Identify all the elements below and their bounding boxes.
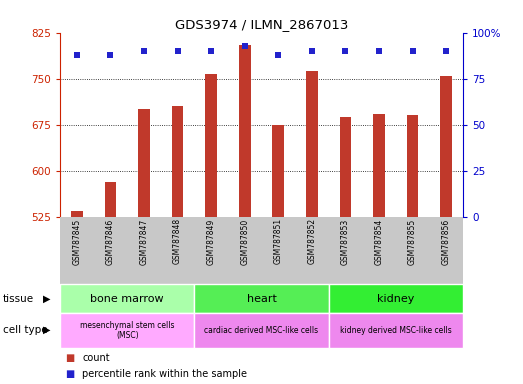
Text: count: count xyxy=(82,353,110,362)
Bar xyxy=(195,284,328,313)
Point xyxy=(207,48,215,54)
Bar xyxy=(328,284,463,313)
Bar xyxy=(239,45,251,217)
Text: ▶: ▶ xyxy=(43,325,51,335)
Text: kidney derived MSC-like cells: kidney derived MSC-like cells xyxy=(340,326,452,335)
Text: ▶: ▶ xyxy=(43,293,51,304)
Text: GSM787854: GSM787854 xyxy=(374,218,383,265)
Text: tissue: tissue xyxy=(3,293,34,304)
Text: cell type: cell type xyxy=(3,325,47,335)
Title: GDS3974 / ILMN_2867013: GDS3974 / ILMN_2867013 xyxy=(175,18,348,31)
Point xyxy=(241,43,249,49)
Point xyxy=(408,48,417,54)
Point xyxy=(174,48,182,54)
Bar xyxy=(407,115,418,217)
Bar xyxy=(206,74,217,217)
Bar xyxy=(306,71,317,217)
Bar xyxy=(272,125,284,217)
Bar xyxy=(71,211,83,217)
Text: percentile rank within the sample: percentile rank within the sample xyxy=(82,369,247,379)
Point xyxy=(73,52,81,58)
Bar xyxy=(60,313,195,348)
Text: GSM787853: GSM787853 xyxy=(341,218,350,265)
Text: GSM787849: GSM787849 xyxy=(207,218,215,265)
Text: ■: ■ xyxy=(65,369,75,379)
Text: mesenchymal stem cells
(MSC): mesenchymal stem cells (MSC) xyxy=(80,321,175,340)
Text: GSM787852: GSM787852 xyxy=(308,218,316,265)
Point xyxy=(274,52,282,58)
Text: GSM787848: GSM787848 xyxy=(173,218,182,265)
Point xyxy=(375,48,383,54)
Text: ■: ■ xyxy=(65,353,75,362)
Point xyxy=(341,48,349,54)
Text: heart: heart xyxy=(246,293,277,304)
Point xyxy=(140,48,148,54)
Text: GSM787845: GSM787845 xyxy=(72,218,82,265)
Bar xyxy=(138,109,150,217)
Bar xyxy=(105,182,116,217)
Text: GSM787850: GSM787850 xyxy=(240,218,249,265)
Bar xyxy=(60,284,195,313)
Point xyxy=(308,48,316,54)
Text: kidney: kidney xyxy=(377,293,414,304)
Bar xyxy=(373,114,385,217)
Point xyxy=(106,52,115,58)
Bar xyxy=(328,313,463,348)
Text: GSM787847: GSM787847 xyxy=(140,218,149,265)
Text: GSM787855: GSM787855 xyxy=(408,218,417,265)
Bar xyxy=(195,313,328,348)
Bar xyxy=(440,76,452,217)
Bar xyxy=(172,106,184,217)
Text: cardiac derived MSC-like cells: cardiac derived MSC-like cells xyxy=(204,326,319,335)
Point xyxy=(442,48,450,54)
Text: GSM787851: GSM787851 xyxy=(274,218,283,265)
Text: GSM787856: GSM787856 xyxy=(441,218,451,265)
Text: GSM787846: GSM787846 xyxy=(106,218,115,265)
Text: bone marrow: bone marrow xyxy=(90,293,164,304)
Bar xyxy=(339,117,351,217)
